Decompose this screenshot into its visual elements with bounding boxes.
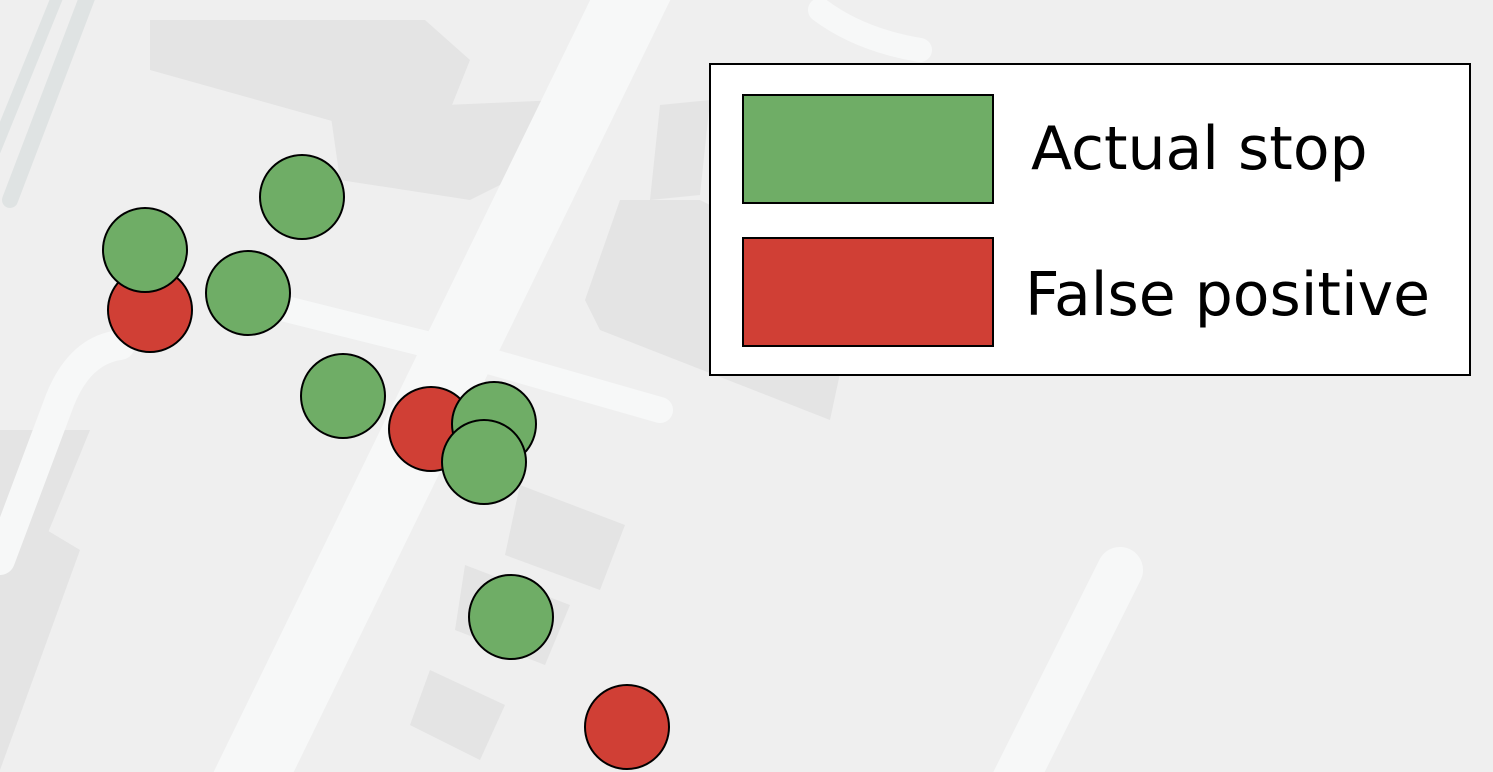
building-block [505,485,625,590]
side-road [993,547,1143,772]
legend-label-false-positive: False positive [1025,260,1431,330]
stop-markers [102,154,670,770]
building-block [410,670,505,760]
building-block [0,520,80,770]
actual-stop-marker [102,207,188,293]
rail-lines [0,0,95,208]
rail-line [0,0,63,154]
building-block [330,100,560,200]
actual-stop-marker [300,353,386,439]
legend-swatch-actual-stop [742,94,994,204]
side-road [808,0,932,62]
actual-stop-marker [259,154,345,240]
legend-label-actual-stop: Actual stop [1031,114,1368,184]
legend-swatch-false-positive [742,237,994,347]
rail-line [2,0,95,208]
side-road [0,330,135,575]
building-block [650,100,710,200]
legend: Actual stop False positive [709,63,1471,376]
actual-stop-marker [468,574,554,660]
actual-stop-marker [441,419,527,505]
actual-stop-marker [205,250,291,336]
side-road [237,287,673,423]
false-positive-marker [584,684,670,770]
